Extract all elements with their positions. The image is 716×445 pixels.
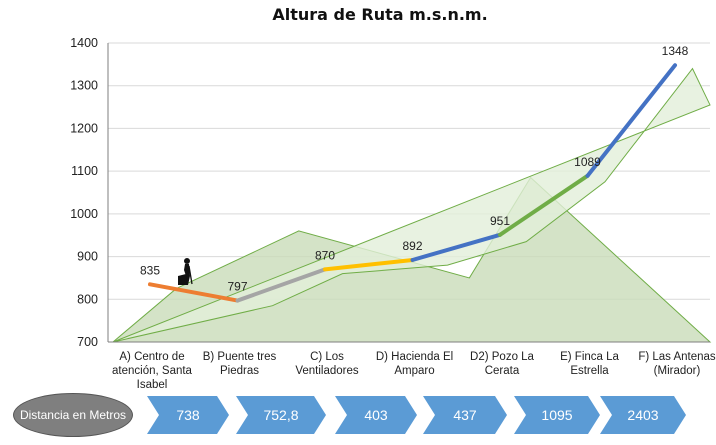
chevron-arrow-icon (147, 396, 229, 434)
distance-label-badge: Distancia en Metros (13, 393, 133, 437)
data-label: 870 (315, 248, 335, 262)
x-category-label: E) Finca La Estrella (560, 351, 619, 377)
hiker-icon (178, 258, 193, 285)
distance-value: 1095 (541, 407, 573, 423)
y-tick-label: 900 (77, 250, 98, 264)
x-category-labels: A) Centro de atención, Santa Isabel B) Puen… (112, 351, 716, 391)
data-label: 1348 (662, 44, 689, 58)
chevron-arrow-icon (236, 396, 326, 434)
route-segment (410, 232, 502, 262)
distance-chevron-3: 403 (335, 396, 417, 434)
y-tick-label: 800 (77, 292, 98, 306)
distance-chevron-2: 752,8 (236, 396, 326, 434)
distance-chevron-1: 738 (147, 396, 229, 434)
x-category-label: C) Los Ventiladores (295, 351, 359, 377)
axes (107, 43, 710, 343)
distance-chevron-4: 437 (423, 396, 507, 434)
x-category-label: D2) Pozo La Cerata (470, 351, 535, 377)
y-tick-label: 1400 (70, 36, 98, 50)
data-label: 797 (227, 280, 247, 294)
x-category-label: D) Hacienda El Amparo (376, 351, 453, 377)
y-tick-label: 700 (77, 335, 98, 349)
route-line-series (148, 63, 677, 303)
distance-label-text: Distancia en Metros (19, 408, 127, 422)
data-label: 835 (140, 263, 160, 277)
data-label: 892 (402, 239, 422, 253)
distance-chevron-6: 2403 (600, 396, 686, 434)
chevron-arrow-icon (514, 396, 600, 434)
x-category-label: F) Las Antenas (Mirador) (638, 351, 716, 377)
distance-value: 403 (364, 407, 388, 423)
y-tick-label: 1200 (70, 121, 98, 135)
distance-value: 738 (176, 407, 200, 423)
distance-chevron-5: 1095 (514, 396, 600, 434)
chevron-arrow-icon (335, 396, 417, 434)
route-segment (498, 173, 590, 237)
x-category-label: A) Centro de atención, Santa Isabel (112, 351, 193, 391)
distance-value: 2403 (627, 407, 659, 423)
route-segment (585, 63, 677, 178)
chevron-arrow-icon (423, 396, 507, 434)
route-segment (323, 257, 415, 272)
data-label: 1089 (574, 155, 601, 169)
y-tick-label: 1100 (71, 164, 98, 178)
y-tick-label: 1000 (70, 207, 98, 221)
distance-value: 752,8 (263, 407, 299, 423)
route-segment (148, 282, 240, 303)
y-tick-label: 1300 (70, 79, 98, 93)
terrain-area-front (112, 67, 711, 343)
route-segment (235, 267, 327, 303)
x-category-label: B) Puente tres Piedras (203, 351, 277, 377)
data-label: 951 (490, 214, 510, 228)
chevron-arrow-icon (600, 396, 686, 434)
terrain-areas (111, 67, 712, 343)
y-tick-labels: 700 800 900 1000 1100 1200 1300 1400 (70, 36, 98, 349)
data-labels: 835 797 870 892 951 1089 1348 (140, 44, 689, 293)
distance-value: 437 (453, 407, 477, 423)
chart-title: Altura de Ruta m.s.n.m. (272, 5, 487, 24)
